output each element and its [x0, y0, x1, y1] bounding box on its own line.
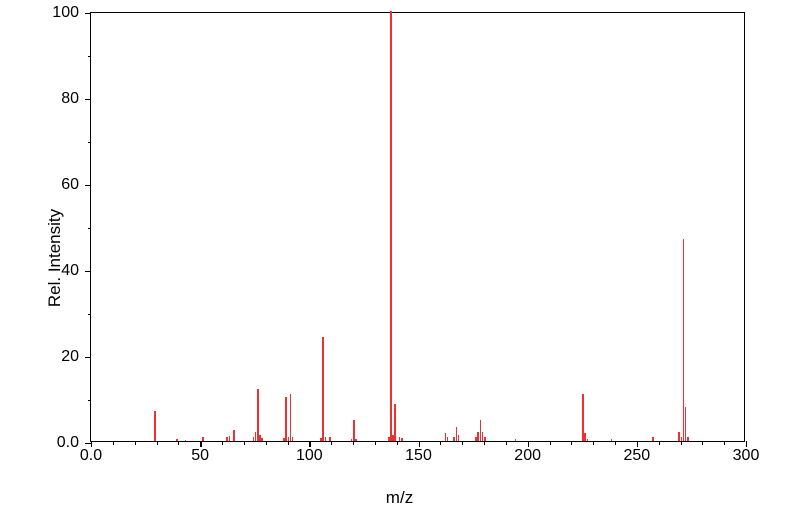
x-axis-tick-label: 200 — [514, 447, 541, 465]
spectrum-peak-bar[interactable] — [154, 411, 156, 441]
x-axis-tick — [593, 441, 594, 445]
spectrum-peak-bar[interactable] — [484, 437, 486, 441]
spectrum-peak-bar[interactable] — [285, 397, 287, 441]
spectrum-peak-bar[interactable] — [353, 420, 355, 442]
spectrum-peak-bar[interactable] — [687, 437, 689, 441]
x-axis-tick — [440, 441, 441, 445]
spectrum-peak-bar[interactable] — [329, 437, 331, 441]
y-axis-tick — [88, 314, 92, 315]
x-axis-tick — [397, 441, 398, 445]
spectrum-peak-bar[interactable] — [458, 435, 460, 441]
spectrum-peak-bar[interactable] — [322, 337, 324, 441]
y-axis-tick-label: 60 — [29, 176, 79, 194]
spectrum-peak-bar[interactable] — [261, 438, 263, 441]
spectrum-peak-bar[interactable] — [202, 437, 204, 441]
y-axis-tick-label: 0.0 — [29, 434, 79, 452]
spectrum-peak-bar[interactable] — [325, 437, 327, 441]
spectrum-peak-bar[interactable] — [355, 439, 357, 441]
x-axis-tick — [331, 441, 332, 445]
spectrum-peak-bar[interactable] — [394, 404, 396, 441]
x-axis-tick-label: 0.0 — [80, 447, 102, 465]
x-axis-tick — [288, 441, 289, 445]
y-axis-label: Rel. Intensity — [45, 209, 65, 307]
x-axis-tick-label: 50 — [191, 447, 209, 465]
y-axis-tick — [85, 443, 91, 444]
spectrum-peak-bar[interactable] — [611, 439, 613, 441]
y-axis-tick — [88, 142, 92, 143]
x-axis-tick — [571, 441, 572, 445]
x-axis-tick — [724, 441, 725, 445]
x-axis-tick — [484, 441, 485, 445]
x-axis-tick — [659, 441, 660, 445]
x-axis-tick — [681, 441, 682, 445]
y-axis-tick — [88, 400, 92, 401]
x-axis-tick — [702, 441, 703, 445]
x-axis-tick — [462, 441, 463, 445]
x-axis-tick — [157, 441, 158, 445]
x-axis-tick — [266, 441, 267, 445]
y-axis-tick — [88, 228, 92, 229]
x-axis-tick — [244, 441, 245, 445]
x-axis-tick — [353, 441, 354, 445]
x-axis-tick-label: 150 — [405, 447, 432, 465]
x-axis-tick-label: 250 — [623, 447, 650, 465]
y-axis-tick-label: 80 — [29, 90, 79, 108]
spectrum-peak-bar[interactable] — [229, 436, 231, 441]
x-axis-tick-label: 100 — [296, 447, 323, 465]
spectrum-peak-bar[interactable] — [257, 389, 259, 441]
y-axis-tick — [85, 271, 91, 272]
x-axis-tick — [113, 441, 114, 445]
spectrum-peak-bar[interactable] — [292, 437, 294, 441]
y-axis-tick-label: 100 — [29, 4, 79, 22]
spectrum-peak-bar[interactable] — [233, 430, 235, 441]
x-axis-tick — [135, 441, 136, 445]
plot-area: 0.0 50 100 150 200 250 300 0.0 20 40 60 80 100 — [90, 12, 745, 442]
x-axis-tick — [615, 441, 616, 445]
spectrum-peak-bar[interactable] — [587, 439, 589, 441]
x-axis-tick — [506, 441, 507, 445]
x-axis-tick — [178, 441, 179, 445]
spectrum-peak-bar[interactable] — [290, 394, 292, 441]
mass-spectrum-chart: Rel. Intensity m/z 0.0 50 100 150 200 250 300 0… — [0, 0, 799, 516]
y-axis-tick-label: 40 — [29, 262, 79, 280]
y-axis-tick — [85, 357, 91, 358]
spectrum-peak-bar[interactable] — [401, 438, 403, 441]
spectrum-peak-bar[interactable] — [515, 439, 517, 441]
x-axis-tick — [375, 441, 376, 445]
spectrum-peak-bar[interactable] — [390, 11, 392, 441]
y-axis-tick — [88, 56, 92, 57]
x-axis-tick — [550, 441, 551, 445]
x-axis-tick — [222, 441, 223, 445]
spectrum-peak-bar[interactable] — [185, 440, 187, 441]
y-axis-tick — [85, 13, 91, 14]
y-axis-tick — [85, 185, 91, 186]
y-axis-tick — [85, 99, 91, 100]
spectrum-peak-bar[interactable] — [447, 437, 449, 441]
x-axis-tick-label: 300 — [733, 447, 760, 465]
spectrum-peak-bar[interactable] — [176, 439, 178, 441]
spectrum-peak-bar[interactable] — [652, 437, 654, 441]
x-axis-label: m/z — [386, 488, 413, 508]
y-axis-tick-label: 20 — [29, 348, 79, 366]
